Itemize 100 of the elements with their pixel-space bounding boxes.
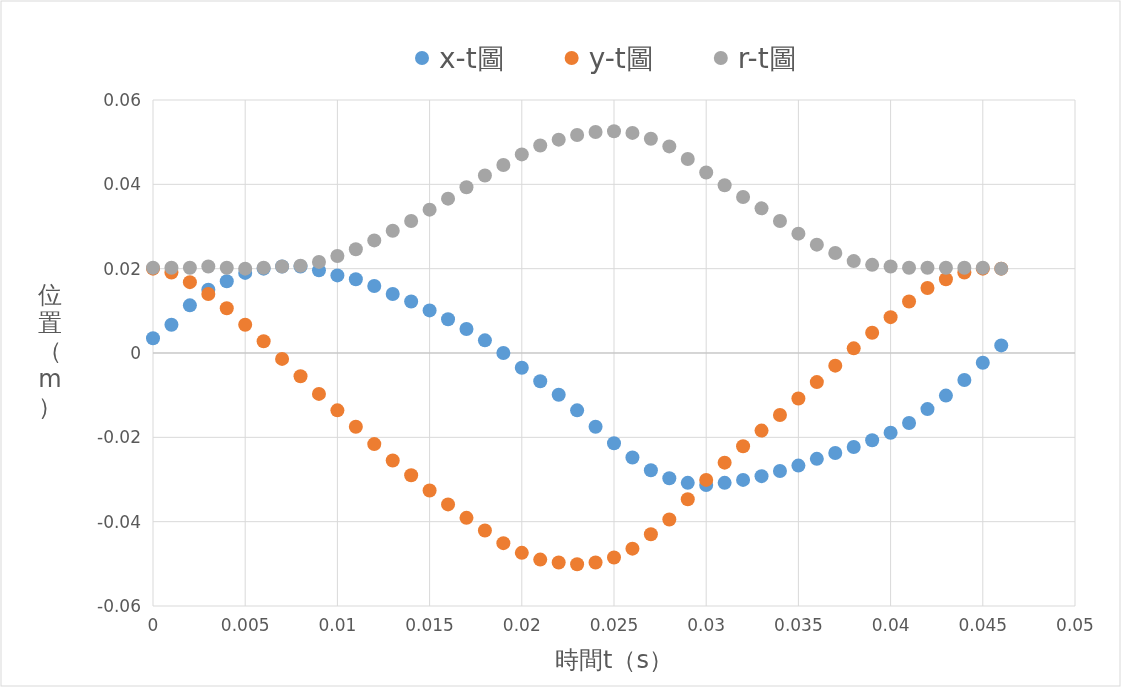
point: [477, 333, 492, 348]
point: [551, 387, 566, 402]
point: [348, 272, 363, 287]
point: [662, 139, 677, 154]
point: [533, 374, 548, 389]
point: [570, 403, 585, 418]
point: [957, 372, 972, 387]
point: [865, 325, 880, 340]
point: [846, 341, 861, 356]
point: [422, 303, 437, 318]
point: [920, 260, 935, 275]
point: [219, 274, 234, 289]
point: [588, 419, 603, 434]
point: [477, 168, 492, 183]
x-tick-label: 0.04: [871, 615, 910, 635]
y-tick-label: -0.02: [97, 427, 141, 448]
point: [809, 451, 824, 466]
point: [607, 550, 621, 565]
point: [385, 223, 400, 238]
x-tick-label: 0.005: [220, 615, 270, 635]
point: [791, 391, 806, 406]
point: [219, 301, 234, 316]
point: [514, 360, 529, 375]
point: [459, 180, 474, 195]
point: [865, 433, 880, 448]
x-tick-label: 0.025: [589, 615, 639, 635]
legend-label: x-t圖: [439, 42, 505, 75]
point: [367, 437, 382, 452]
point: [146, 331, 160, 346]
point: [404, 294, 419, 309]
point: [791, 458, 806, 473]
point: [717, 178, 732, 193]
y-tick-label: -0.04: [97, 511, 141, 532]
y-tick-label: 0.02: [103, 258, 141, 279]
y-tick-label: 0.06: [103, 90, 141, 110]
point: [256, 334, 271, 349]
point: [809, 237, 824, 252]
point: [902, 416, 917, 430]
point: [809, 375, 824, 390]
point: [625, 125, 640, 140]
point: [772, 407, 787, 422]
point: [238, 317, 253, 332]
point: [533, 552, 548, 567]
point: [717, 455, 732, 470]
point: [957, 260, 972, 275]
y-tick-label: 0.04: [103, 174, 141, 195]
point: [385, 286, 400, 301]
point: [293, 369, 308, 384]
point: [570, 557, 585, 572]
point: [533, 138, 548, 153]
point: [275, 351, 290, 366]
point: [754, 469, 769, 484]
point: [514, 147, 529, 162]
point: [588, 125, 603, 140]
legend-label: y-t圖: [588, 42, 654, 75]
point: [330, 249, 345, 264]
x-axis-title: 時間t（s）: [555, 646, 673, 674]
point: [736, 189, 751, 204]
point: [496, 536, 511, 551]
point: [938, 388, 953, 403]
point: [201, 259, 216, 274]
point: [496, 157, 511, 172]
point: [348, 242, 363, 257]
point: [441, 191, 456, 206]
y-axis-title: 位置（m）: [38, 281, 62, 421]
point: [182, 260, 197, 275]
point: [607, 124, 621, 139]
point: [551, 132, 566, 147]
point: [902, 260, 917, 275]
point: [717, 475, 732, 490]
x-tick-label: 0.035: [774, 615, 823, 635]
point: [238, 261, 253, 276]
point: [496, 346, 511, 360]
point: [846, 440, 861, 455]
point: [311, 254, 326, 269]
point: [385, 453, 400, 468]
point: [219, 260, 234, 275]
point: [699, 165, 714, 180]
point: [846, 254, 861, 269]
point: [311, 386, 326, 401]
point: [477, 523, 492, 538]
point: [865, 257, 880, 272]
point: [551, 555, 566, 570]
point: [441, 497, 456, 512]
point: [736, 439, 751, 454]
point: [201, 286, 216, 301]
point: [182, 298, 197, 313]
point: [680, 152, 695, 167]
point: [330, 268, 345, 283]
point: [607, 436, 621, 451]
point: [754, 201, 769, 216]
point: [680, 475, 695, 490]
x-tick-label: 0.01: [318, 615, 357, 635]
point: [883, 425, 898, 440]
x-tick-label: 0.02: [502, 615, 541, 635]
point: [643, 131, 658, 146]
point: [754, 423, 769, 438]
point: [625, 541, 640, 556]
point: [975, 355, 990, 370]
point: [883, 310, 898, 325]
